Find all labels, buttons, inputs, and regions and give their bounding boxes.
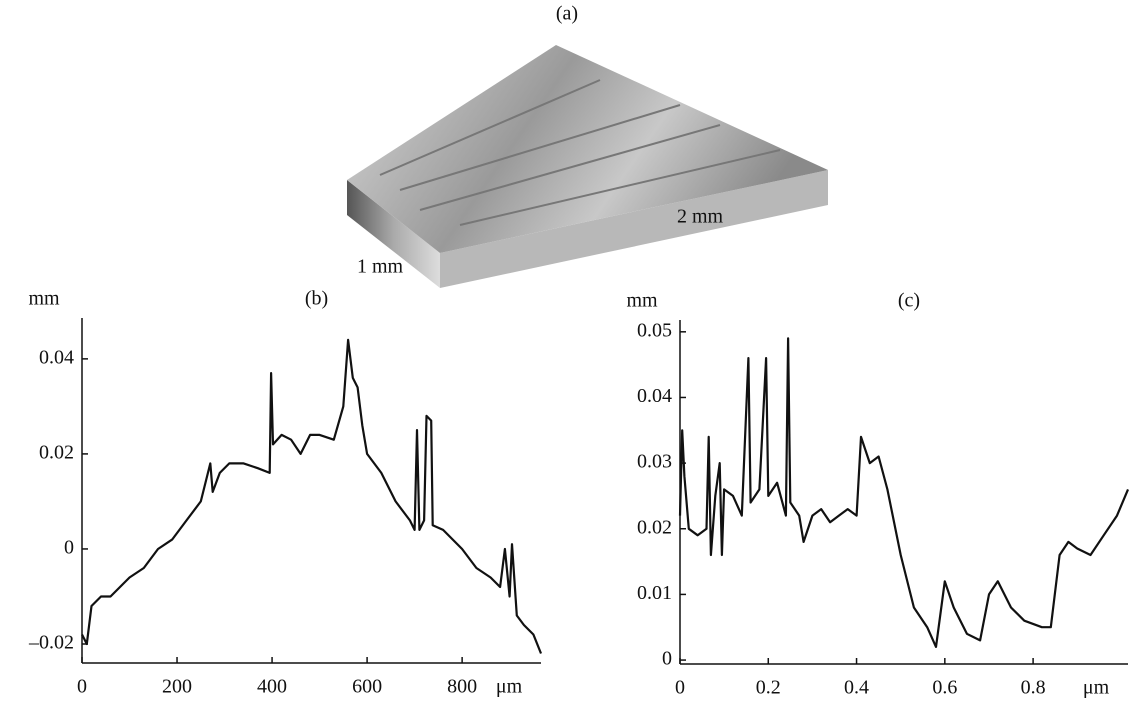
- profile-line: [680, 338, 1128, 647]
- y-tick-label: 0: [662, 648, 672, 670]
- figure: (a) 1 mm 2 mm –0.0200.020.04020040060080…: [0, 0, 1134, 701]
- chart-title: (c): [898, 290, 920, 312]
- y-tick-label: 0.05: [637, 319, 672, 341]
- x-axis-label: μm: [1083, 677, 1110, 699]
- page: (a) 1 mm 2 mm –0.0200.020.04020040060080…: [0, 0, 1134, 701]
- x-tick-label: 0.4: [844, 677, 869, 699]
- y-axis-label: mm: [28, 288, 60, 310]
- y-tick-label: 0.02: [39, 442, 74, 464]
- chart-title: (b): [305, 288, 328, 310]
- x-tick-label: 0.8: [1021, 677, 1046, 699]
- x-tick-label: 600: [352, 676, 382, 698]
- y-tick-label: 0.04: [637, 385, 672, 407]
- y-tick-label: –0.02: [28, 632, 74, 654]
- y-tick-label: 0.03: [637, 451, 672, 473]
- x-tick-label: 400: [257, 676, 287, 698]
- y-tick-label: 0: [64, 537, 74, 559]
- surface-3d: [347, 45, 828, 288]
- x-tick-label: 200: [162, 676, 192, 698]
- x-tick-label: 0: [77, 676, 87, 698]
- x-tick-label: 0: [675, 677, 685, 699]
- y-tick-label: 0.01: [637, 582, 672, 604]
- x-tick-label: 0.6: [932, 677, 957, 699]
- y-tick-label: 0.04: [39, 346, 74, 368]
- panel-label: (a): [556, 3, 578, 25]
- x-axis-label: μm: [496, 676, 523, 698]
- profile-line: [82, 340, 541, 654]
- y-axis-label: mm: [626, 290, 658, 312]
- dimension-label: 2 mm: [677, 206, 724, 228]
- dimension-label: 1 mm: [357, 256, 404, 278]
- x-tick-label: 800: [447, 676, 477, 698]
- y-tick-label: 0.02: [637, 516, 672, 538]
- x-tick-label: 0.2: [756, 677, 781, 699]
